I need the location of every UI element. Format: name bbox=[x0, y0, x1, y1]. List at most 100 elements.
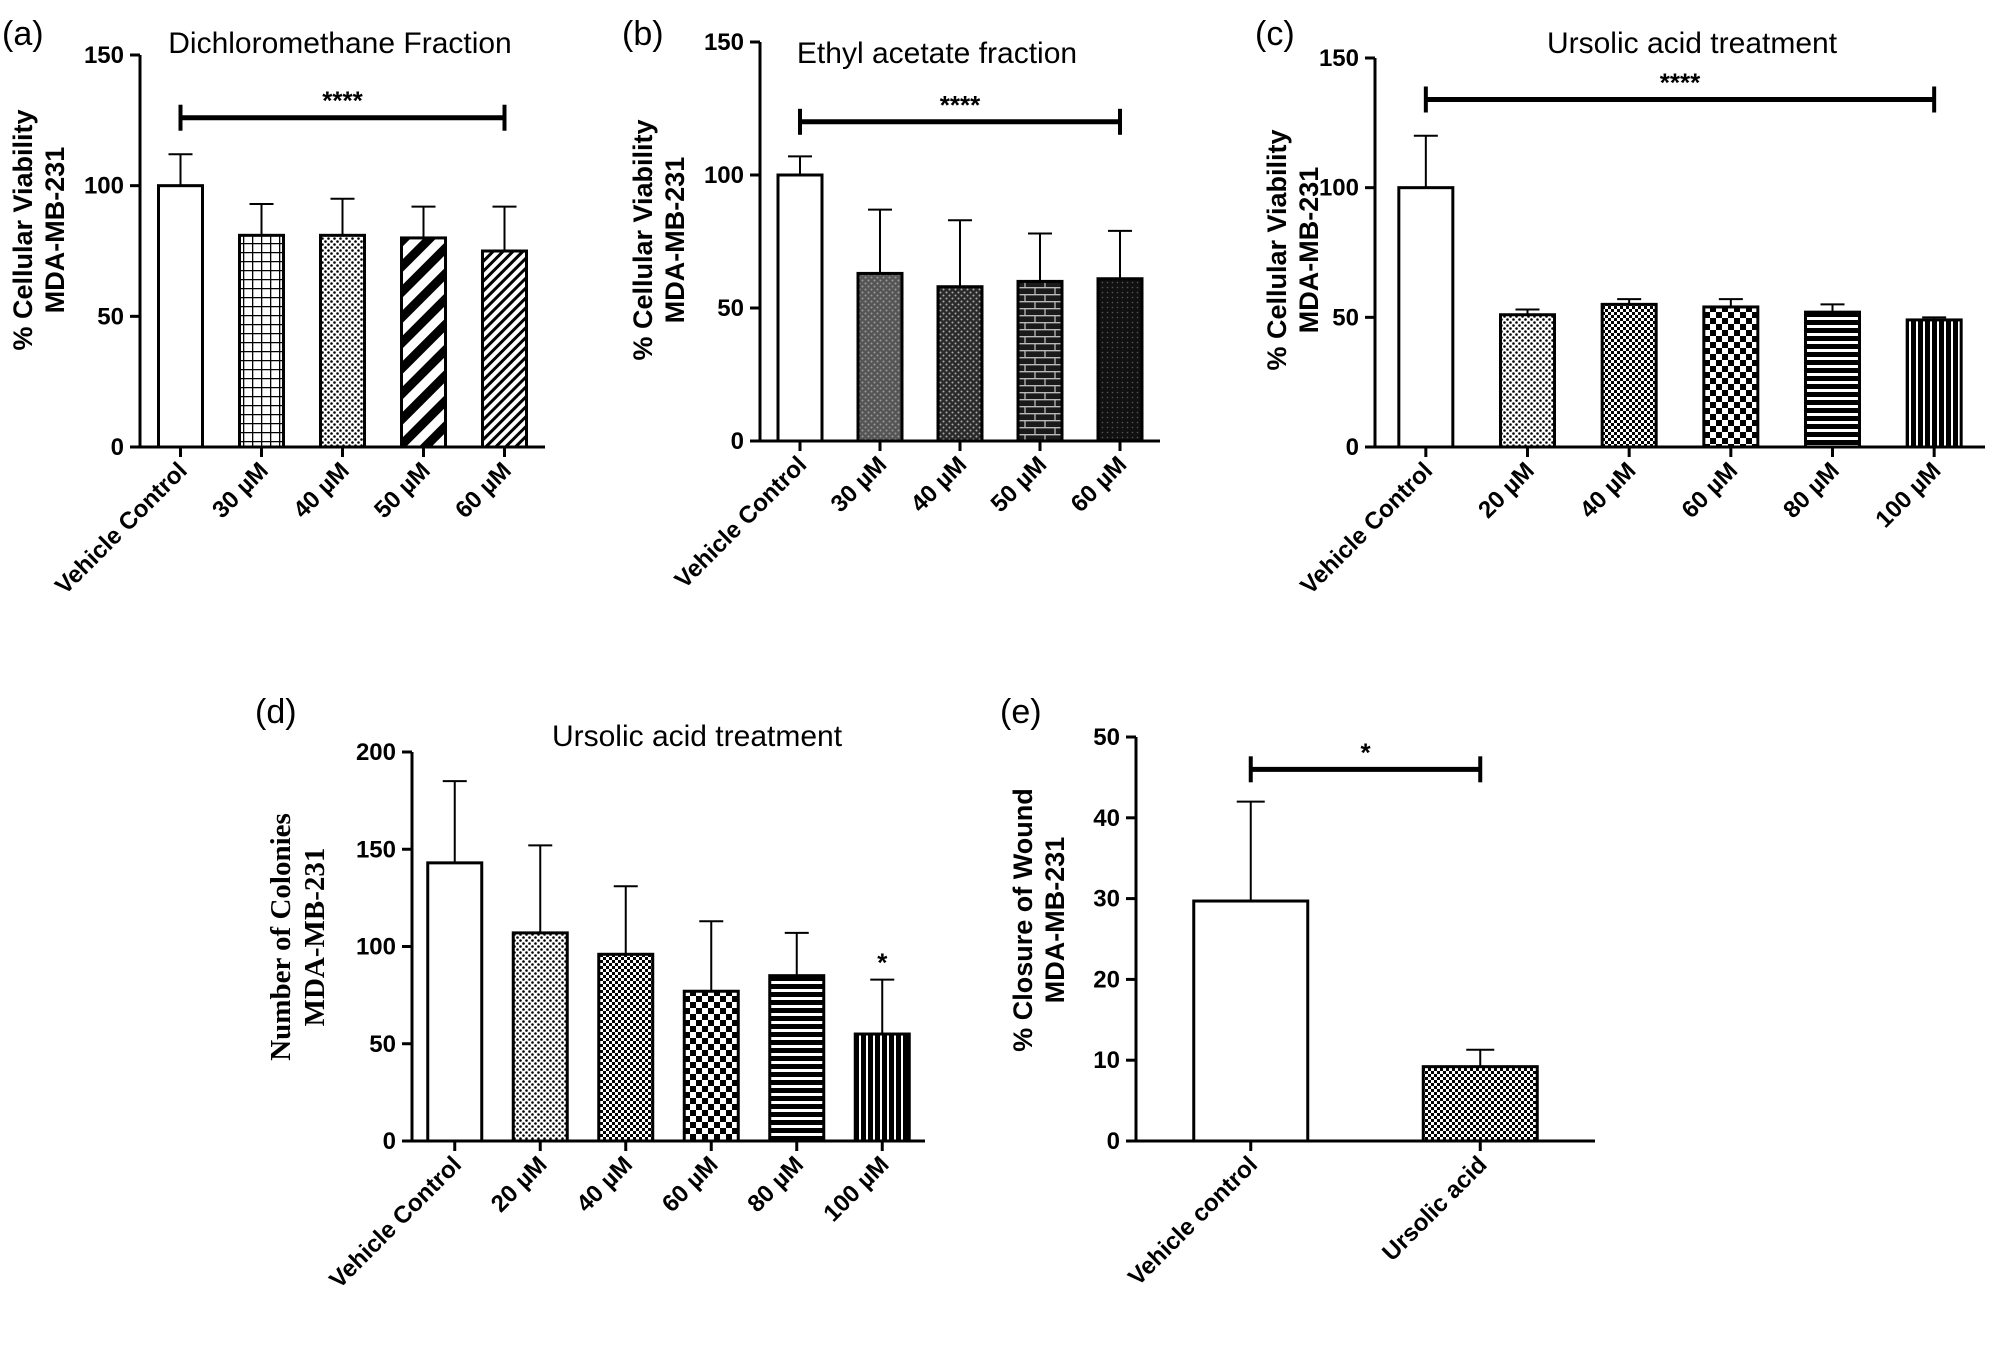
x-tick-label: Vehicle Control bbox=[1295, 457, 1438, 600]
panel-letter: (d) bbox=[255, 693, 297, 731]
y-axis-label-line2: MDA-MB-231 bbox=[299, 848, 331, 1027]
x-tick-label: 40 µM bbox=[906, 451, 973, 518]
y-tick-label: 150 bbox=[704, 29, 744, 56]
bar bbox=[511, 931, 569, 1143]
x-tick-label: 100 µM bbox=[1870, 457, 1946, 533]
panel-c: (c) Ursolic acid treatment % Cellular Vi… bbox=[1255, 15, 1985, 600]
panel-e: (e) % Closure of Wound MDA-MB-231 0 10 20 3… bbox=[1000, 693, 1595, 1291]
y-tick-label: 50 bbox=[1332, 304, 1359, 331]
bar bbox=[319, 233, 366, 449]
y-tick-label: 50 bbox=[369, 1031, 396, 1058]
panel-d: (d) Ursolic acid treatment Number of Col… bbox=[255, 693, 925, 1294]
bar bbox=[1702, 305, 1760, 449]
x-tick-label: 30 µM bbox=[207, 457, 274, 524]
bar bbox=[1804, 310, 1861, 449]
bar bbox=[1905, 318, 1963, 449]
x-tick-label: Ursolic acid bbox=[1377, 1151, 1492, 1266]
y-tick-label: 50 bbox=[97, 303, 124, 330]
y-tick-label: 0 bbox=[1346, 434, 1359, 461]
bar bbox=[856, 271, 904, 443]
x-tick-label: 20 µM bbox=[486, 1151, 553, 1218]
y-tick-label: 0 bbox=[731, 428, 744, 455]
y-tick-label: 0 bbox=[111, 434, 124, 461]
x-tick-label: 40 µM bbox=[1575, 457, 1642, 524]
bar bbox=[853, 1032, 911, 1143]
y-tick-label: 30 bbox=[1093, 886, 1120, 913]
y-tick-label: 100 bbox=[356, 934, 396, 961]
y-tick-label: 100 bbox=[1319, 175, 1359, 202]
x-tick-label: 50 µM bbox=[369, 457, 436, 524]
bar bbox=[1397, 186, 1455, 449]
bar bbox=[1016, 279, 1064, 443]
x-tick-label: 60 µM bbox=[1676, 457, 1743, 524]
y-axis-label-line1: Number of Colonies bbox=[265, 813, 297, 1061]
y-tick-label: 150 bbox=[1319, 45, 1359, 72]
bar bbox=[776, 173, 824, 443]
y-tick-label: 0 bbox=[383, 1128, 396, 1155]
bar bbox=[1499, 313, 1556, 449]
panel-letter: (b) bbox=[622, 15, 664, 53]
panel-letter: (e) bbox=[1000, 693, 1042, 731]
y-tick-label: 20 bbox=[1093, 966, 1120, 993]
x-tick-label: 20 µM bbox=[1473, 457, 1540, 524]
bar bbox=[1096, 277, 1144, 443]
y-axis-label-line2: MDA-MB-231 bbox=[660, 157, 690, 324]
panel-letter: (a) bbox=[2, 15, 44, 53]
significance-label: * bbox=[1360, 737, 1371, 767]
bar bbox=[426, 861, 484, 1143]
bar bbox=[157, 184, 204, 449]
x-tick-label: Vehicle Control bbox=[324, 1151, 467, 1294]
chart-title: Dichloromethane Fraction bbox=[168, 27, 512, 60]
x-tick-label: 60 µM bbox=[1066, 451, 1133, 518]
y-axis-label-line2: MDA-MB-231 bbox=[1294, 167, 1324, 334]
panel-b: (b) Ethyl acetate fraction % Cellular Vi… bbox=[622, 15, 1160, 594]
y-tick-label: 40 bbox=[1093, 805, 1120, 832]
bar bbox=[1421, 1065, 1539, 1143]
y-tick-label: 100 bbox=[704, 162, 744, 189]
significance-label: **** bbox=[1660, 67, 1701, 97]
x-tick-label: 40 µM bbox=[571, 1151, 638, 1218]
y-axis-label-line1: % Cellular Viability bbox=[8, 109, 38, 350]
bar bbox=[682, 989, 740, 1143]
bar bbox=[768, 974, 826, 1143]
y-axis-label-line2: MDA-MB-231 bbox=[1040, 837, 1070, 1004]
bar bbox=[481, 249, 528, 449]
y-axis-label-line1: % Cellular Viability bbox=[1262, 129, 1292, 370]
y-tick-label: 150 bbox=[356, 836, 396, 863]
chart-title: Ursolic acid treatment bbox=[552, 720, 843, 753]
panel-letter: (c) bbox=[1255, 15, 1295, 53]
y-tick-label: 0 bbox=[1107, 1128, 1120, 1155]
y-tick-label: 50 bbox=[717, 295, 744, 322]
bar bbox=[1600, 302, 1658, 449]
significance-label: **** bbox=[940, 90, 981, 120]
significance-marker: * bbox=[877, 948, 888, 978]
significance-label: **** bbox=[322, 86, 363, 116]
panel-a: (a) Dichloromethane Fraction % Cellular … bbox=[2, 15, 545, 600]
y-tick-label: 200 bbox=[356, 739, 396, 766]
y-tick-label: 150 bbox=[84, 42, 124, 69]
bar bbox=[1192, 899, 1310, 1143]
y-axis-label-line2: MDA-MB-231 bbox=[40, 147, 70, 314]
y-tick-label: 100 bbox=[84, 173, 124, 200]
chart-title: Ursolic acid treatment bbox=[1547, 27, 1838, 60]
bar bbox=[597, 952, 655, 1143]
x-tick-label: 80 µM bbox=[1778, 457, 1845, 524]
x-tick-label: Vehicle Control bbox=[50, 457, 193, 600]
x-tick-label: Vehicle control bbox=[1123, 1151, 1263, 1291]
bar bbox=[400, 236, 447, 449]
bar bbox=[238, 233, 285, 449]
y-tick-label: 50 bbox=[1093, 724, 1120, 751]
y-tick-label: 10 bbox=[1093, 1047, 1120, 1074]
x-tick-label: Vehicle Control bbox=[670, 451, 813, 594]
x-tick-label: 60 µM bbox=[657, 1151, 724, 1218]
chart-title: Ethyl acetate fraction bbox=[797, 37, 1077, 70]
x-tick-label: 50 µM bbox=[986, 451, 1053, 518]
y-axis-label-line1: % Cellular Viability bbox=[628, 119, 658, 360]
bar bbox=[936, 285, 984, 443]
x-tick-label: 100 µM bbox=[818, 1151, 894, 1227]
x-tick-label: 60 µM bbox=[450, 457, 517, 524]
x-tick-label: 30 µM bbox=[826, 451, 893, 518]
x-tick-label: 80 µM bbox=[742, 1151, 809, 1218]
x-tick-label: 40 µM bbox=[288, 457, 355, 524]
